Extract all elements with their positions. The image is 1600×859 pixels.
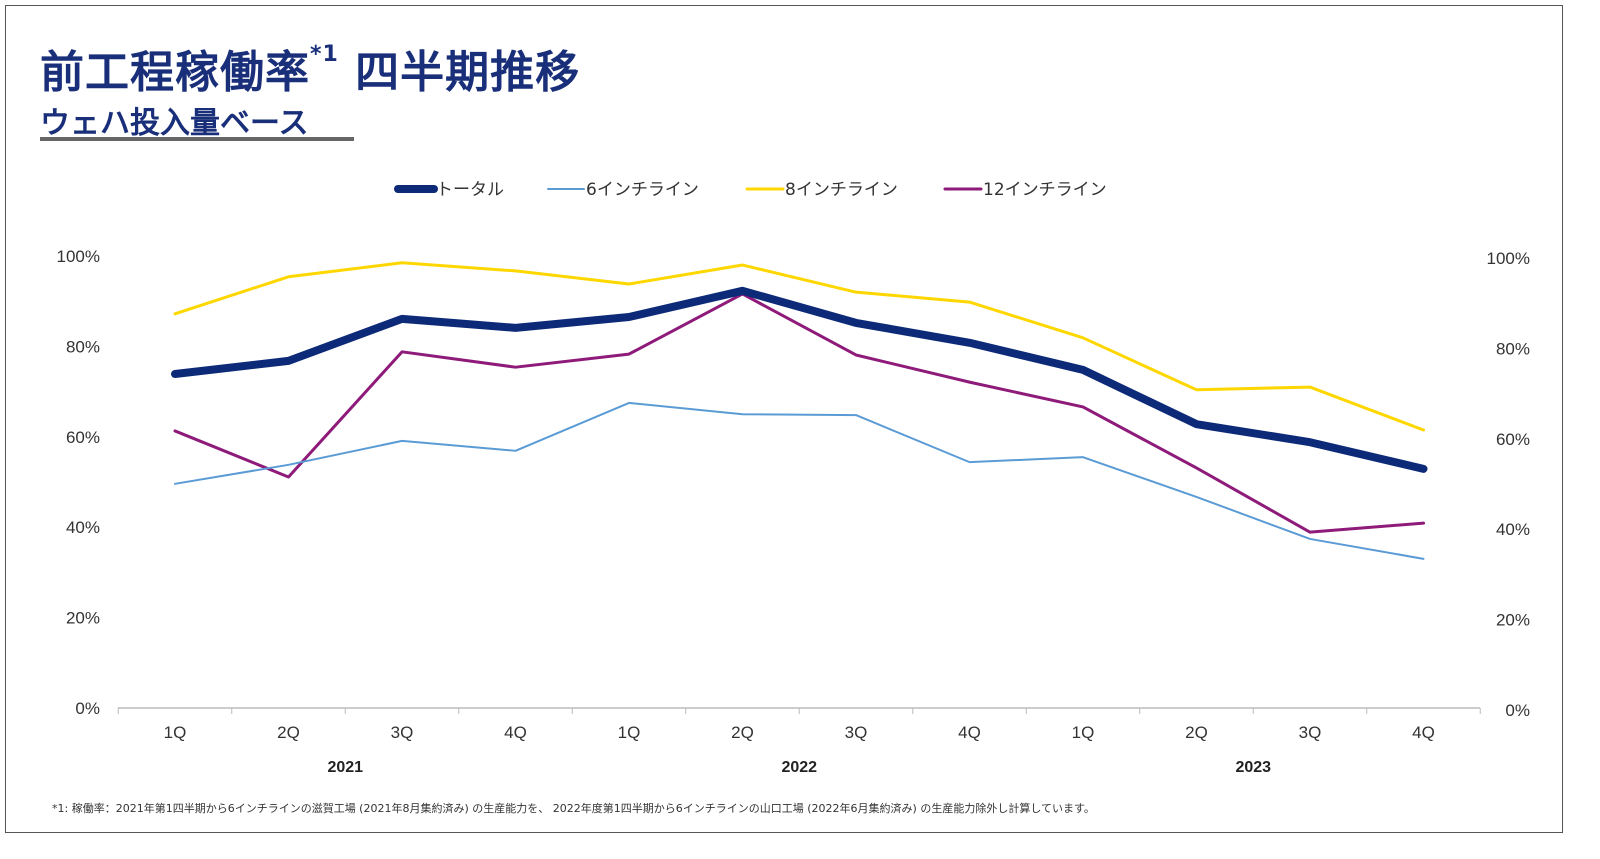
x-tick-label: 3Q xyxy=(1299,723,1322,742)
year-label: 2023 xyxy=(1235,759,1271,776)
series-line xyxy=(173,261,1425,432)
title-underline xyxy=(40,137,354,141)
x-tick-label: 2Q xyxy=(277,723,300,742)
x-tick-label: 3Q xyxy=(845,723,868,742)
y-tick-label: 20% xyxy=(66,609,100,628)
y2-tick-label: 40% xyxy=(1496,520,1530,539)
y-tick-label: 40% xyxy=(66,518,100,537)
legend-label: トータル xyxy=(436,180,504,200)
y-tick-label: 100% xyxy=(57,247,100,266)
x-tick-label: 2Q xyxy=(731,723,754,742)
x-tick-label: 1Q xyxy=(618,723,641,742)
page-title: 前工程稼働率*1 四半期推移 xyxy=(40,42,581,98)
x-tick-label: 1Q xyxy=(164,723,187,742)
x-tick-label: 1Q xyxy=(1072,723,1095,742)
footnote-mark: *1 xyxy=(310,42,339,67)
y-tick-label: 80% xyxy=(66,337,100,356)
y-tick-label: 0% xyxy=(75,699,100,718)
page-subtitle: ウェハ投入量ベース xyxy=(40,106,309,141)
y2-tick-label: 0% xyxy=(1505,701,1530,720)
x-tick-label: 4Q xyxy=(1412,723,1435,742)
series-line xyxy=(173,292,1425,534)
year-label: 2021 xyxy=(327,759,363,776)
series-line xyxy=(174,401,1425,560)
x-tick-label: 3Q xyxy=(391,723,414,742)
legend-label: 6インチライン xyxy=(586,180,699,200)
series-line xyxy=(171,286,1428,473)
legend-label: 12インチライン xyxy=(983,180,1107,200)
chart-frame xyxy=(5,5,1563,833)
x-tick-label: 4Q xyxy=(958,723,981,742)
y-tick-label: 60% xyxy=(66,428,100,447)
x-tick-label: 2Q xyxy=(1185,723,1208,742)
y2-tick-label: 80% xyxy=(1496,339,1530,358)
y2-tick-label: 60% xyxy=(1496,430,1530,449)
legend-label: 8インチライン xyxy=(785,180,898,200)
x-tick-label: 4Q xyxy=(504,723,527,742)
y2-tick-label: 20% xyxy=(1496,611,1530,630)
footnote: *1: 稼働率：2021年第1四半期から6インチラインの滋賀工場 (2021年8… xyxy=(52,802,1095,815)
year-label: 2022 xyxy=(781,759,817,776)
y2-tick-label: 100% xyxy=(1487,249,1530,268)
